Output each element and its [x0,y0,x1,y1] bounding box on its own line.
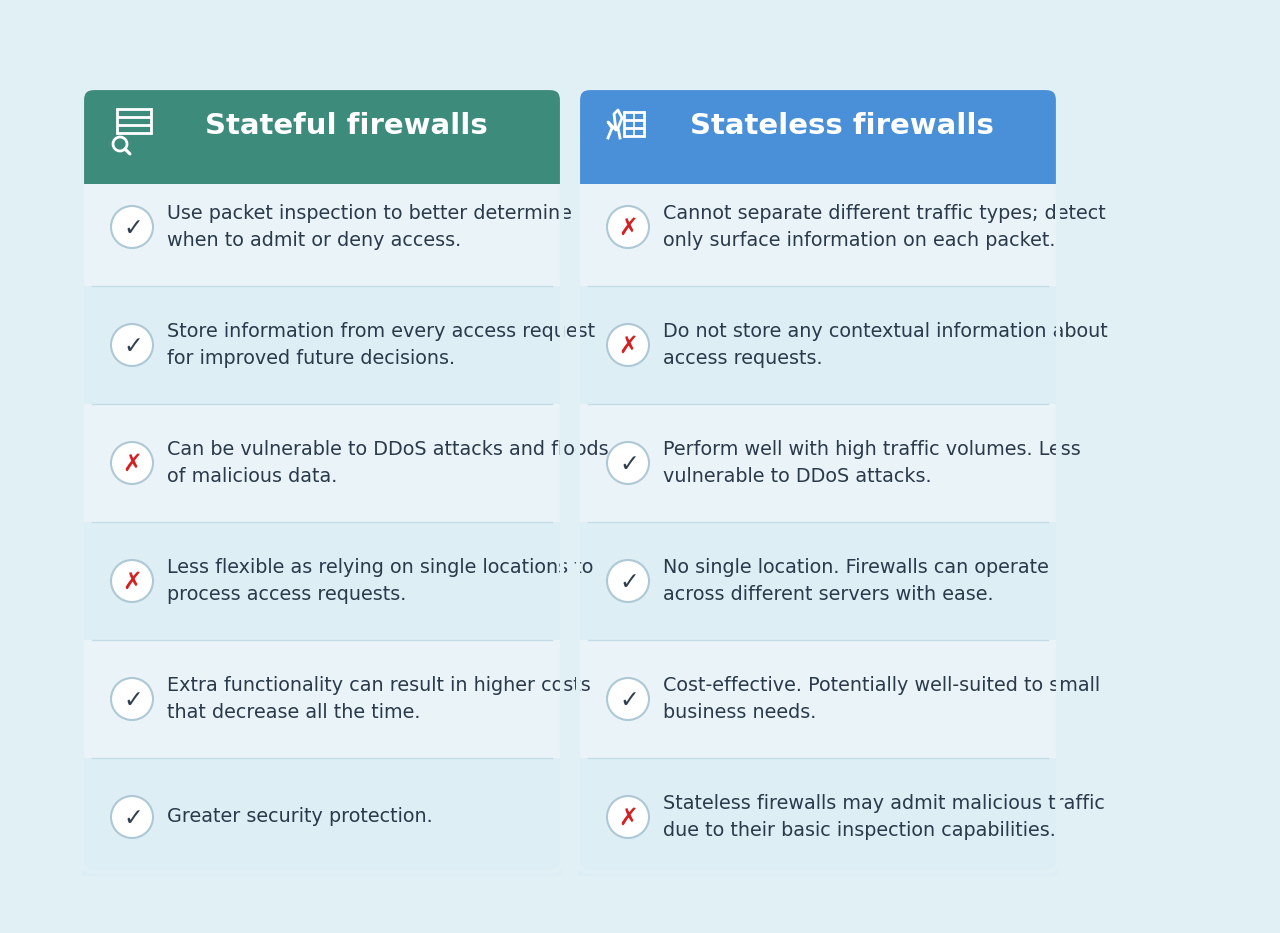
Text: Stateless firewalls may admit malicious traffic
due to their basic inspection ca: Stateless firewalls may admit malicious … [663,794,1105,840]
Text: ✓: ✓ [123,334,143,358]
Text: ✓: ✓ [620,452,639,476]
Circle shape [111,206,154,248]
Bar [579,522,1059,640]
Text: ✗: ✗ [122,570,142,594]
FancyBboxPatch shape [579,88,1059,872]
Text: Stateful firewalls: Stateful firewalls [205,112,488,140]
Circle shape [111,796,154,838]
Bar [579,758,1059,876]
Bar [82,522,562,640]
Text: ✓: ✓ [123,216,143,240]
Text: ✓: ✓ [123,806,143,830]
Text: Less flexible as relying on single locations to
process access requests.: Less flexible as relying on single locat… [166,558,594,604]
Circle shape [607,796,649,838]
Bar [82,758,562,876]
Text: ✗: ✗ [618,334,637,358]
Circle shape [607,324,649,366]
Text: ✓: ✓ [123,688,143,712]
Text: Do not store any contextual information about
access requests.: Do not store any contextual information … [663,322,1107,368]
FancyBboxPatch shape [82,88,562,872]
Circle shape [607,206,649,248]
Bar [579,286,1059,404]
Bar [579,640,1059,758]
Circle shape [607,442,649,484]
Text: Use packet inspection to better determine
when to admit or deny access.: Use packet inspection to better determin… [166,204,572,250]
Text: Stateless firewalls: Stateless firewalls [690,112,995,140]
FancyBboxPatch shape [579,88,1059,184]
Circle shape [111,560,154,602]
Bar [82,404,562,522]
Text: ✗: ✗ [122,452,142,476]
Text: ✓: ✓ [620,570,639,594]
Bar [579,162,1059,184]
Circle shape [111,324,154,366]
Text: Store information from every access request
for improved future decisions.: Store information from every access requ… [166,322,595,368]
Bar [82,640,562,758]
Bar [82,168,562,286]
Text: Greater security protection.: Greater security protection. [166,807,433,827]
Bar [82,162,562,184]
Text: Extra functionality can result in higher costs
that decrease all the time.: Extra functionality can result in higher… [166,676,591,722]
Text: Perform well with high traffic volumes. Less
vulnerable to DDoS attacks.: Perform well with high traffic volumes. … [663,440,1080,486]
Bar [82,286,562,404]
Bar [579,404,1059,522]
Text: ✓: ✓ [620,688,639,712]
Text: No single location. Firewalls can operate
across different servers with ease.: No single location. Firewalls can operat… [663,558,1048,604]
Bar [579,168,1059,286]
FancyBboxPatch shape [82,88,562,184]
Text: Can be vulnerable to DDoS attacks and floods
of malicious data.: Can be vulnerable to DDoS attacks and fl… [166,440,608,486]
Text: ✗: ✗ [618,806,637,830]
Text: Cost-effective. Potentially well-suited to small
business needs.: Cost-effective. Potentially well-suited … [663,676,1100,722]
Text: Cannot separate different traffic types; detect
only surface information on each: Cannot separate different traffic types;… [663,204,1106,250]
Circle shape [111,442,154,484]
Circle shape [607,678,649,720]
Text: ✗: ✗ [618,216,637,240]
Circle shape [607,560,649,602]
Circle shape [111,678,154,720]
